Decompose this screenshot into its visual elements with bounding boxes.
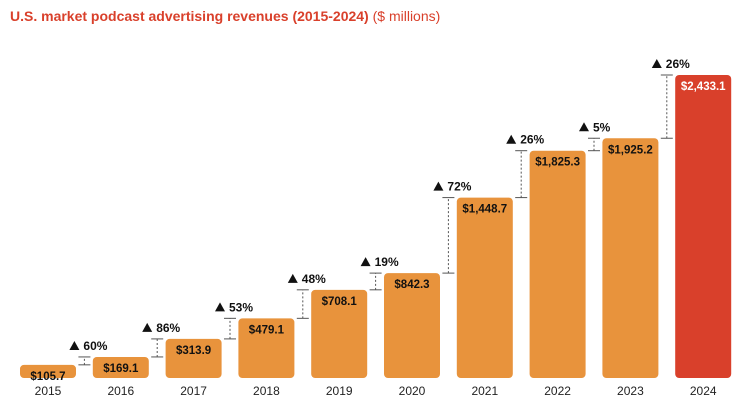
growth-triangle-7 <box>506 134 517 144</box>
value-label-2022: $1,825.3 <box>535 157 580 169</box>
value-label-2019: $708.1 <box>322 296 358 308</box>
x-tick-2024: 2024 <box>690 384 717 398</box>
chart-title-unit: ($ millions) <box>372 8 441 24</box>
x-tick-2016: 2016 <box>107 384 134 398</box>
growth-triangle-1 <box>69 340 80 350</box>
value-label-2015: $105.7 <box>30 371 65 383</box>
x-tick-2021: 2021 <box>471 384 498 398</box>
value-label-2023: $1,925.2 <box>608 144 653 156</box>
bar-2015 <box>20 364 76 378</box>
bar-2019 <box>311 289 368 378</box>
growth-label-3: 53% <box>229 300 253 314</box>
growth-label-9: 26% <box>666 57 690 71</box>
bar-2023 <box>602 138 659 378</box>
growth-triangle-9 <box>651 59 662 68</box>
x-tick-2023: 2023 <box>617 384 644 398</box>
growth-triangle-3 <box>215 302 225 312</box>
chart-title: U.S. market podcast advertising revenues… <box>10 8 440 24</box>
value-label-2021: $1,448.7 <box>462 204 507 216</box>
growth-triangle-5 <box>360 257 371 267</box>
growth-label-7: 26% <box>520 133 544 147</box>
x-tick-2019: 2019 <box>326 384 353 398</box>
value-label-2018: $479.1 <box>249 324 285 336</box>
value-label-2024: $2,433.1 <box>681 81 726 93</box>
value-label-2016: $169.1 <box>103 363 139 375</box>
growth-label-2: 86% <box>156 321 180 335</box>
value-label-2020: $842.3 <box>394 279 429 291</box>
growth-label-1: 60% <box>83 339 107 353</box>
bar-2018 <box>238 318 295 378</box>
x-tick-2022: 2022 <box>544 384 571 398</box>
bar-2016 <box>92 356 149 378</box>
bar-2020 <box>384 273 440 378</box>
growth-triangle-6 <box>433 181 444 191</box>
growth-triangle-8 <box>579 122 589 132</box>
growth-triangle-2 <box>142 322 153 332</box>
bar-2022 <box>529 150 586 378</box>
bar-2021 <box>456 197 513 378</box>
bar-2017 <box>165 338 222 378</box>
growth-label-6: 72% <box>447 180 471 194</box>
growth-label-5: 19% <box>375 255 399 269</box>
value-label-2017: $313.9 <box>176 345 211 357</box>
x-tick-2017: 2017 <box>180 384 207 398</box>
growth-triangle-4 <box>287 273 298 283</box>
x-tick-2020: 2020 <box>399 384 426 398</box>
chart-title-main: U.S. market podcast advertising revenues… <box>10 8 369 24</box>
bar-2024 <box>675 75 732 378</box>
growth-label-4: 48% <box>302 272 326 286</box>
x-tick-2015: 2015 <box>35 384 62 398</box>
x-tick-2018: 2018 <box>253 384 280 398</box>
growth-label-8: 5% <box>593 120 611 134</box>
